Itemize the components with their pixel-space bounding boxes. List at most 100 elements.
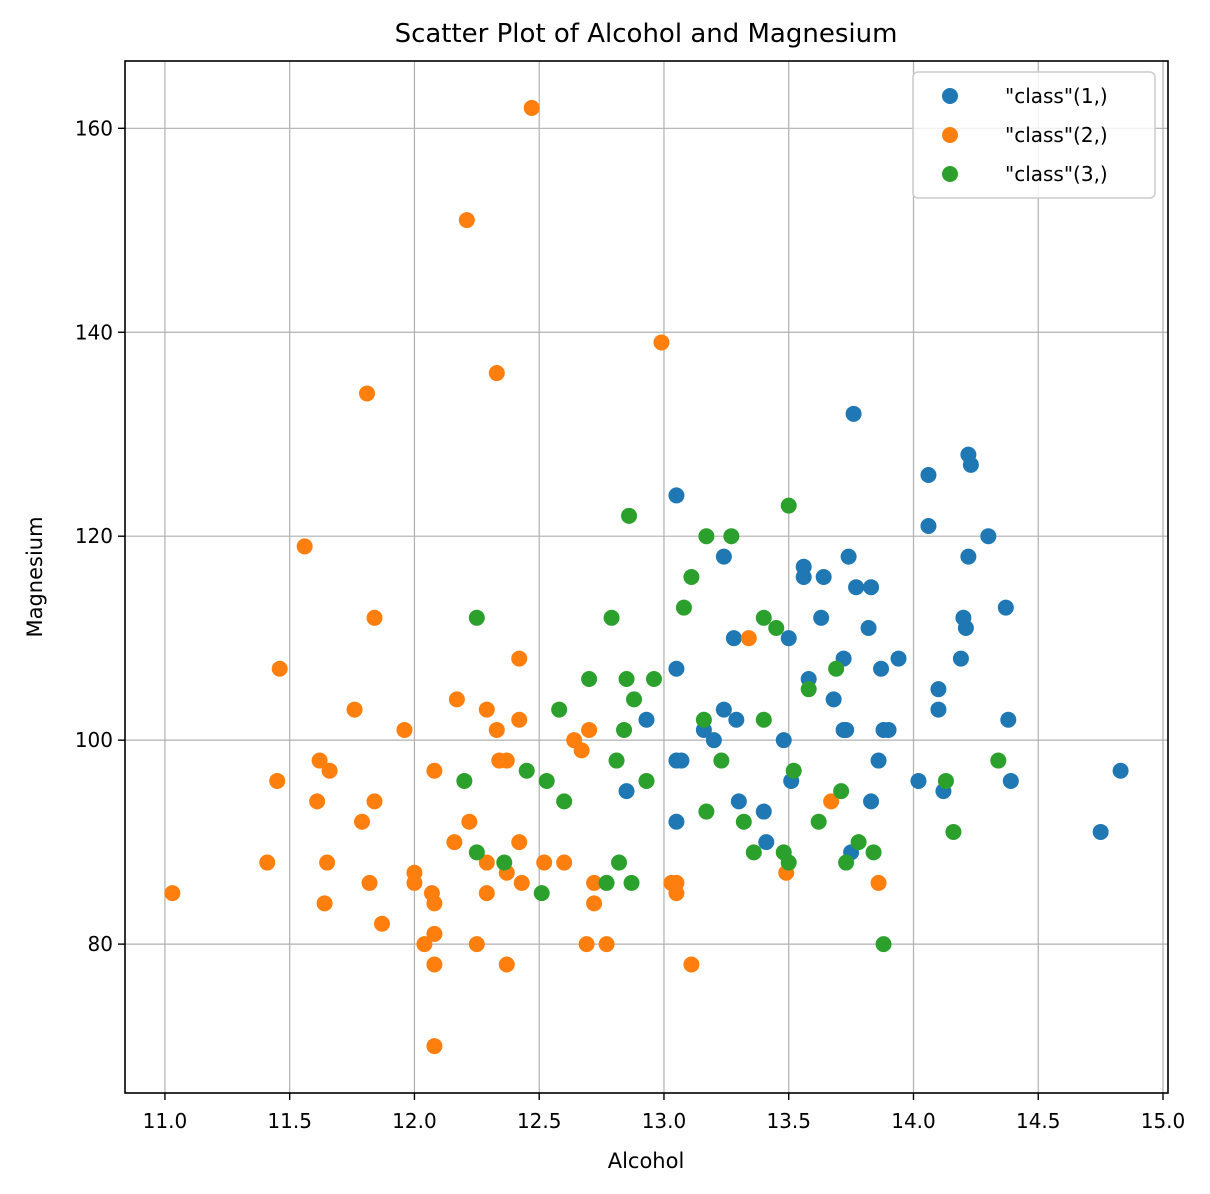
data-point bbox=[920, 518, 937, 535]
data-point bbox=[870, 752, 887, 769]
data-point bbox=[316, 895, 333, 912]
data-point bbox=[668, 813, 685, 830]
y-tick-label: 100 bbox=[75, 728, 113, 752]
data-point bbox=[616, 721, 633, 738]
data-point bbox=[863, 579, 880, 596]
data-point bbox=[513, 874, 530, 891]
data-point bbox=[873, 660, 890, 677]
data-point bbox=[735, 813, 752, 830]
data-point bbox=[683, 956, 700, 973]
data-point bbox=[715, 548, 732, 565]
data-point bbox=[698, 528, 715, 545]
data-point bbox=[511, 711, 528, 728]
data-point bbox=[573, 742, 590, 759]
data-point bbox=[538, 772, 555, 789]
x-tick-label: 14.5 bbox=[1016, 1109, 1061, 1133]
data-point bbox=[840, 548, 857, 565]
data-point bbox=[638, 711, 655, 728]
y-tick-label: 140 bbox=[75, 320, 113, 344]
data-point bbox=[623, 874, 640, 891]
y-tick-label: 160 bbox=[75, 116, 113, 140]
data-points bbox=[164, 99, 1129, 1055]
data-point bbox=[586, 874, 603, 891]
data-point bbox=[446, 834, 463, 851]
data-point bbox=[715, 701, 732, 718]
data-point bbox=[366, 609, 383, 626]
series-1-points bbox=[618, 405, 1129, 861]
data-point bbox=[930, 701, 947, 718]
data-point bbox=[673, 752, 690, 769]
data-point bbox=[823, 793, 840, 810]
data-point bbox=[728, 711, 745, 728]
data-point bbox=[813, 609, 830, 626]
data-point bbox=[833, 783, 850, 800]
data-point bbox=[645, 670, 662, 687]
data-point bbox=[626, 691, 643, 708]
data-point bbox=[468, 936, 485, 953]
data-point bbox=[725, 630, 742, 647]
data-point bbox=[448, 691, 465, 708]
data-point bbox=[695, 711, 712, 728]
data-point bbox=[511, 834, 528, 851]
data-point bbox=[426, 1038, 443, 1055]
data-point bbox=[359, 385, 376, 402]
data-point bbox=[755, 803, 772, 820]
data-point bbox=[361, 874, 378, 891]
data-point bbox=[581, 670, 598, 687]
data-point bbox=[768, 619, 785, 636]
data-point bbox=[478, 885, 495, 902]
data-point bbox=[1000, 711, 1017, 728]
data-point bbox=[1002, 772, 1019, 789]
grid-lines bbox=[125, 61, 1168, 1093]
data-point bbox=[518, 762, 535, 779]
data-point bbox=[800, 681, 817, 698]
data-point bbox=[785, 762, 802, 779]
data-point bbox=[346, 701, 363, 718]
data-point bbox=[461, 813, 478, 830]
legend-marker bbox=[942, 166, 958, 182]
data-point bbox=[426, 895, 443, 912]
data-point bbox=[668, 885, 685, 902]
data-point bbox=[598, 874, 615, 891]
data-point bbox=[865, 844, 882, 861]
data-point bbox=[838, 721, 855, 738]
data-point bbox=[416, 936, 433, 953]
data-point bbox=[426, 925, 443, 942]
x-tick-label: 13.0 bbox=[642, 1109, 687, 1133]
x-tick-label: 13.5 bbox=[766, 1109, 811, 1133]
x-axis-label: Alcohol bbox=[608, 1149, 685, 1173]
data-point bbox=[309, 793, 326, 810]
data-point bbox=[406, 874, 423, 891]
data-point bbox=[498, 956, 515, 973]
data-point bbox=[1092, 823, 1109, 840]
data-point bbox=[468, 609, 485, 626]
data-point bbox=[498, 752, 515, 769]
data-point bbox=[952, 650, 969, 667]
data-point bbox=[426, 956, 443, 973]
data-point bbox=[621, 507, 638, 524]
data-point bbox=[668, 660, 685, 677]
data-point bbox=[608, 752, 625, 769]
data-point bbox=[533, 885, 550, 902]
legend-label: "class"(1,) bbox=[1005, 84, 1108, 108]
data-point bbox=[354, 813, 371, 830]
data-point bbox=[755, 711, 772, 728]
data-point bbox=[478, 701, 495, 718]
data-point bbox=[745, 844, 762, 861]
data-point bbox=[611, 854, 628, 871]
data-point bbox=[551, 701, 568, 718]
data-point bbox=[426, 762, 443, 779]
data-point bbox=[860, 619, 877, 636]
data-point bbox=[618, 783, 635, 800]
data-point bbox=[713, 752, 730, 769]
data-point bbox=[488, 365, 505, 382]
data-point bbox=[164, 885, 181, 902]
data-point bbox=[653, 334, 670, 351]
axis-ticks: 11.0 11.5 12.0 12.5 13.0 13.5 14.0 14.5 15.0 80 10… bbox=[75, 116, 1185, 1133]
plot-area bbox=[125, 61, 1168, 1093]
data-point bbox=[296, 538, 313, 555]
data-point bbox=[845, 405, 862, 422]
data-point bbox=[920, 467, 937, 484]
data-point bbox=[698, 803, 715, 820]
data-point bbox=[723, 528, 740, 545]
